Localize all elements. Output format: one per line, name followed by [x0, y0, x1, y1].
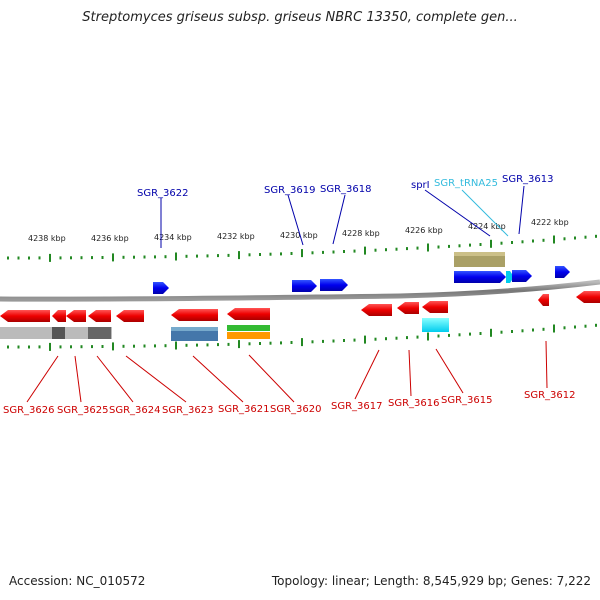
label-sgr-trna25[interactable]: SGR_tRNA25	[434, 178, 498, 189]
label-sgr-3624[interactable]: SGR_3624	[109, 405, 161, 416]
leader-sgr-3625	[74, 355, 82, 403]
scale-label-4236: 4236 kbp	[91, 234, 129, 243]
top-leader-lines	[160, 185, 525, 248]
gene-sgr-3613-b[interactable]	[555, 266, 570, 278]
gene-sgr-3615[interactable]	[422, 301, 448, 313]
label-sgr-3626[interactable]: SGR_3626	[3, 405, 55, 416]
gene-sgr-3617[interactable]	[361, 304, 392, 316]
leader-sgr-3618	[332, 194, 346, 245]
gene-sgr-3625[interactable]	[52, 310, 66, 322]
gene-sgr-3626[interactable]	[0, 310, 50, 322]
feature-sgr-3621-domains[interactable]	[171, 327, 218, 341]
label-sgr-3618[interactable]: SGR_3618	[320, 184, 372, 195]
label-sgr-3621[interactable]: SGR_3621	[218, 404, 270, 415]
scale-label-4238: 4238 kbp	[28, 234, 66, 243]
leader-sgr-3623	[125, 355, 187, 403]
scale-label-4224: 4224 kbp	[468, 222, 506, 231]
gene-sgr-3618[interactable]	[320, 279, 348, 291]
gene-sgr-3621[interactable]	[171, 309, 218, 321]
scale-label-4234: 4234 kbp	[154, 233, 192, 242]
label-sgr-3613[interactable]: SGR_3613	[502, 174, 554, 185]
label-sgr-3625[interactable]: SGR_3625	[57, 405, 109, 416]
gene-sgr-3612[interactable]	[538, 294, 549, 306]
leader-sgr-3624	[96, 355, 134, 403]
leader-sgr-3620	[248, 354, 295, 403]
gene-sprl[interactable]	[454, 271, 506, 283]
label-sgr-3619[interactable]: SGR_3619	[264, 185, 316, 196]
feature-sgr-3615-domain[interactable]	[422, 318, 449, 332]
leader-sgr-3612	[545, 340, 548, 389]
scale-ticks-bottom	[7, 323, 597, 351]
label-sgr-3623[interactable]: SGR_3623	[162, 405, 214, 416]
gene-sgr-3613[interactable]	[512, 270, 532, 282]
chromosome-backbone	[0, 279, 600, 302]
scale-label-4222: 4222 kbp	[531, 218, 569, 227]
accession-text: Accession: NC_010572	[9, 574, 146, 588]
scale-label-4232: 4232 kbp	[217, 232, 255, 241]
label-sgr-3620[interactable]: SGR_3620	[270, 404, 322, 415]
feature-sprl-domain-highlight	[454, 252, 505, 256]
gene-sgr-3619[interactable]	[292, 280, 317, 292]
gene-sgr-3620[interactable]	[227, 308, 270, 320]
scale-ticks-top	[7, 234, 597, 262]
scale-label-4228: 4228 kbp	[342, 229, 380, 238]
misc-feature-band	[0, 327, 112, 339]
scale-label-4230: 4230 kbp	[280, 231, 318, 240]
leader-sgr-3621	[192, 355, 244, 403]
gene-sgr-3624-a[interactable]	[66, 310, 86, 322]
gene-sgr-3616[interactable]	[397, 302, 419, 314]
feature-sgr-3620-domains[interactable]	[227, 325, 270, 339]
leader-sgr-3615	[435, 348, 464, 394]
label-sgr-3617[interactable]: SGR_3617	[331, 401, 383, 412]
leader-sgr-3617	[354, 349, 380, 400]
leader-sgr-3613	[518, 185, 525, 235]
genome-title: Streptomyces griseus subsp. griseus NBRC…	[82, 10, 518, 25]
gene-sgr-3623[interactable]	[116, 310, 144, 322]
leader-sgr-3616	[408, 349, 412, 397]
leader-sgr-3619	[287, 194, 304, 246]
scale-label-4226: 4226 kbp	[405, 226, 443, 235]
label-sgr-3612[interactable]: SGR_3612	[524, 390, 576, 401]
gene-sgr-3611[interactable]	[576, 291, 600, 303]
gene-sgr-3624[interactable]	[88, 310, 111, 322]
topology-text: Topology: linear; Length: 8,545,929 bp; …	[271, 574, 591, 588]
scale-labels: 4238 kbp 4236 kbp 4234 kbp 4232 kbp 4230…	[28, 218, 569, 243]
label-sgr-3615[interactable]: SGR_3615	[441, 395, 493, 406]
label-sgr-3622[interactable]: SGR_3622	[137, 188, 189, 199]
bottom-leader-lines	[26, 340, 548, 403]
leader-sgr-3626	[26, 355, 59, 403]
label-sprl[interactable]: sprI	[411, 180, 430, 191]
gene-sgr-3622[interactable]	[153, 282, 169, 294]
leader-sprl	[424, 189, 491, 237]
leader-sgr-trna25	[461, 189, 509, 237]
label-sgr-3616[interactable]: SGR_3616	[388, 398, 440, 409]
